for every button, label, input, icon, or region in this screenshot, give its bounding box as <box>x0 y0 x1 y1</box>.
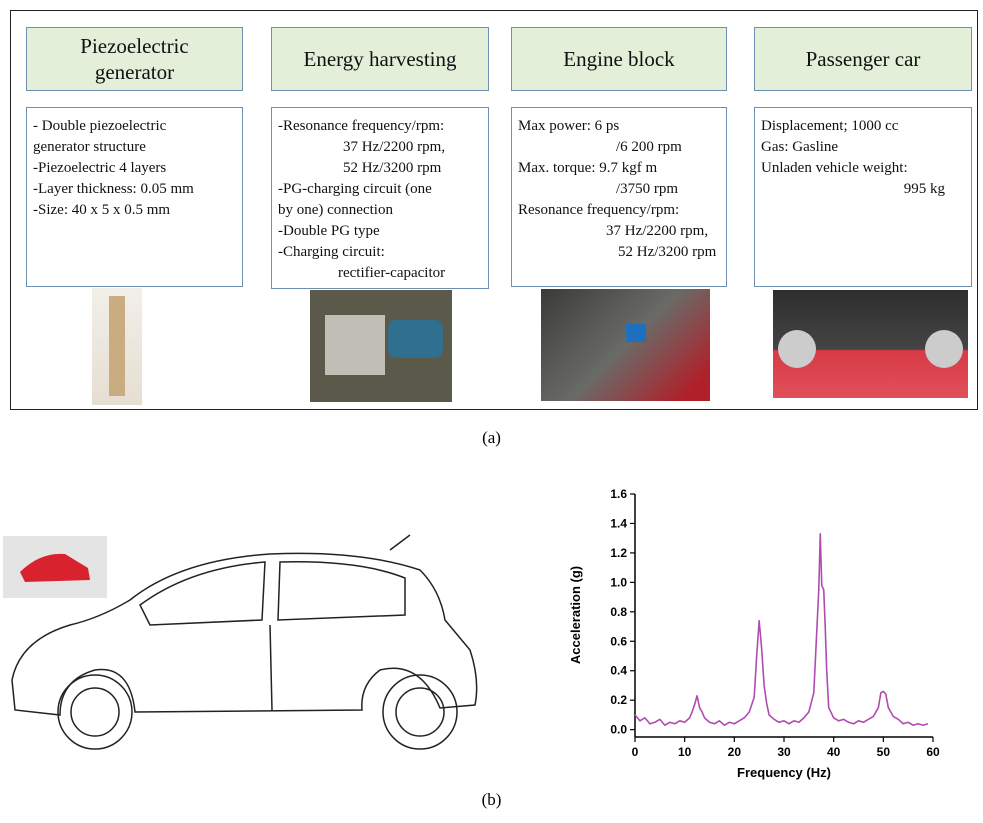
spec-line: 37 Hz/2200 rpm, <box>518 221 720 242</box>
spectrum-line <box>635 534 928 725</box>
x-axis-title: Frequency (Hz) <box>737 765 831 780</box>
panel-label: (b) <box>0 790 983 810</box>
spec-line: Resonance frequency/rpm: <box>518 200 720 221</box>
x-tick-label: 50 <box>877 745 891 759</box>
x-tick-label: 30 <box>777 745 791 759</box>
page: Piezoelectric generator Energy harvestin… <box>0 0 983 823</box>
x-tick-label: 0 <box>632 745 639 759</box>
y-tick-label: 0.0 <box>610 723 627 737</box>
photo <box>773 290 968 398</box>
photo-detail <box>388 320 443 358</box>
spec-line: /6 200 rpm <box>518 137 720 158</box>
spec-line: 52 Hz/3200 rpm <box>278 158 482 179</box>
spec-line: rectifier-capacitor <box>278 263 482 284</box>
column-header: Piezoelectric generator <box>26 27 243 91</box>
photo <box>541 289 710 401</box>
photo <box>310 290 452 402</box>
spec-line: 52 Hz/3200 rpm <box>518 242 720 263</box>
spec-line: /3750 rpm <box>518 179 720 200</box>
photo-detail <box>626 324 646 342</box>
column-header: Engine block <box>511 27 727 91</box>
spec-box: Displacement; 1000 cc Gas: Gasline Unlad… <box>754 107 972 287</box>
column-header: Energy harvesting <box>271 27 489 91</box>
y-tick-label: 1.2 <box>610 546 627 560</box>
spec-line: -PG-charging circuit (one <box>278 179 482 200</box>
spec-line: 995 kg <box>761 179 965 200</box>
spec-box: Max power: 6 ps /6 200 rpm Max. torque: … <box>511 107 727 287</box>
spec-line: -Double PG type <box>278 221 482 242</box>
spec-line: -Layer thickness: 0.05 mm <box>33 179 236 200</box>
spec-line: -Size: 40 x 5 x 0.5 mm <box>33 200 236 221</box>
y-tick-label: 0.2 <box>610 693 627 707</box>
spec-box: - Double piezoelectric generator structu… <box>26 107 243 287</box>
photo-detail <box>778 330 816 368</box>
spec-line: - Double piezoelectric <box>33 116 236 137</box>
spec-line: -Charging circuit: <box>278 242 482 263</box>
photo-detail <box>925 330 963 368</box>
y-tick-label: 0.6 <box>610 634 627 648</box>
photo <box>92 288 142 405</box>
spec-box: -Resonance frequency/rpm: 37 Hz/2200 rpm… <box>271 107 489 289</box>
panel-label: (a) <box>0 428 983 448</box>
spec-line: -Resonance frequency/rpm: <box>278 116 482 137</box>
spec-line: 37 Hz/2200 rpm, <box>278 137 482 158</box>
x-tick-label: 40 <box>827 745 841 759</box>
spec-line: Max power: 6 ps <box>518 116 720 137</box>
spec-line: Displacement; 1000 cc <box>761 116 965 137</box>
spec-line: by one) connection <box>278 200 482 221</box>
y-tick-label: 1.6 <box>610 487 627 501</box>
car-drawing <box>0 530 490 770</box>
photo-detail <box>325 315 385 375</box>
y-tick-label: 1.4 <box>610 516 627 530</box>
y-tick-label: 0.8 <box>610 605 627 619</box>
x-tick-label: 60 <box>926 745 940 759</box>
spec-line: Unladen vehicle weight: <box>761 158 965 179</box>
spec-line: generator structure <box>33 137 236 158</box>
chart: Acceleration (g) Frequency (Hz) 0.0 0.2 0.… <box>560 470 970 790</box>
spec-line: Max. torque: 9.7 kgf m <box>518 158 720 179</box>
y-axis-title: Acceleration (g) <box>568 566 583 664</box>
column-header: Passenger car <box>754 27 972 91</box>
x-tick-label: 10 <box>678 745 692 759</box>
x-tick-label: 20 <box>728 745 742 759</box>
photo-detail <box>109 296 125 396</box>
spec-line: Gas: Gasline <box>761 137 965 158</box>
y-tick-label: 0.4 <box>610 664 627 678</box>
spec-line: -Piezoelectric 4 layers <box>33 158 236 179</box>
y-tick-label: 1.0 <box>610 575 627 589</box>
